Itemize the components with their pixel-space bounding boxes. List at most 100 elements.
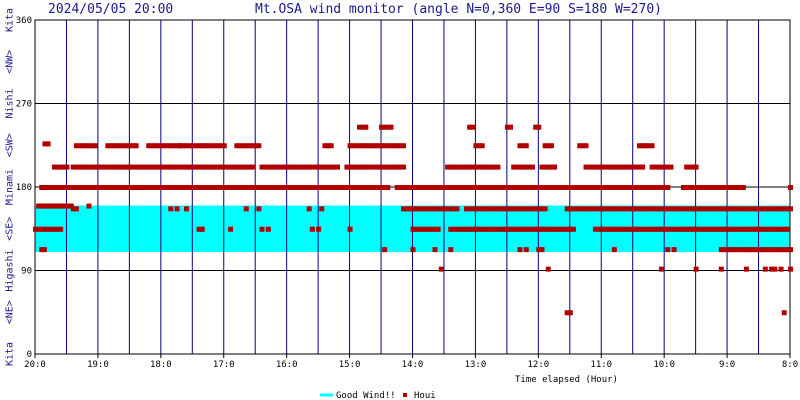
houi-point — [781, 226, 787, 232]
houi-point — [750, 206, 756, 212]
x-tick-label: 17:0 — [213, 360, 235, 370]
houi-point — [180, 143, 186, 149]
houi-point — [300, 185, 306, 190]
houi-point — [36, 203, 42, 209]
houi-point — [419, 206, 425, 212]
houi-point — [184, 206, 189, 212]
houi-point — [117, 185, 123, 190]
houi-point — [530, 226, 536, 232]
houi-point — [149, 164, 155, 170]
houi-point — [769, 266, 775, 272]
houi-point — [737, 206, 743, 212]
houi-point — [668, 164, 674, 170]
houi-point — [772, 226, 778, 232]
houi-point — [432, 185, 438, 190]
houi-point — [586, 206, 592, 212]
houi-point — [721, 185, 727, 190]
houi-point — [570, 226, 576, 232]
houi-point — [171, 143, 177, 149]
houi-point — [117, 143, 123, 149]
houi-point — [413, 185, 419, 190]
houi-point — [114, 143, 120, 149]
houi-point — [545, 185, 551, 190]
houi-point — [325, 143, 331, 149]
houi-point — [108, 185, 114, 190]
houi-point — [646, 185, 652, 190]
houi-point — [209, 143, 215, 149]
y-tick-label: 0 — [27, 350, 32, 360]
houi-point — [404, 206, 410, 212]
houi-point — [756, 206, 762, 212]
houi-point — [300, 164, 306, 170]
houi-point — [718, 206, 724, 212]
houi-point — [86, 185, 92, 190]
x-tick-label: 20:0 — [24, 360, 46, 370]
houi-point — [64, 164, 70, 170]
houi-point — [624, 164, 630, 170]
houi-point — [690, 185, 696, 190]
houi-point — [102, 164, 108, 170]
houi-point — [523, 185, 529, 190]
houi-point — [212, 185, 218, 190]
houi-point — [212, 143, 218, 149]
houi-point — [589, 164, 595, 170]
houi-point — [391, 164, 397, 170]
houi-point — [583, 143, 589, 149]
houi-point — [536, 124, 542, 130]
x-tick-label: 18:0 — [150, 360, 172, 370]
houi-point — [243, 206, 249, 212]
houi-point — [83, 185, 89, 190]
houi-point — [401, 164, 407, 170]
houi-point — [297, 164, 303, 170]
houi-point — [457, 226, 463, 232]
houi-point — [275, 164, 281, 170]
houi-point — [750, 247, 756, 253]
houi-point — [265, 185, 271, 190]
houi-point — [687, 226, 693, 232]
houi-point — [448, 247, 454, 253]
houi-point — [508, 226, 514, 232]
houi-point — [92, 143, 98, 149]
houi-point — [133, 164, 139, 170]
houi-point — [476, 206, 482, 212]
houi-point — [627, 206, 633, 212]
houi-point — [633, 206, 639, 212]
houi-point — [429, 206, 435, 212]
houi-point — [139, 185, 145, 190]
houi-point — [605, 185, 611, 190]
houi-point — [552, 164, 558, 170]
houi-point — [536, 226, 542, 232]
houi-point — [542, 185, 548, 190]
houi-point — [775, 226, 781, 232]
houi-point — [48, 226, 54, 232]
houi-point — [316, 185, 322, 190]
houi-point — [608, 164, 614, 170]
houi-point — [479, 143, 485, 149]
houi-point — [149, 143, 155, 149]
houi-point — [633, 226, 639, 232]
houi-point — [646, 226, 652, 232]
houi-point — [322, 185, 328, 190]
houi-point — [476, 164, 482, 170]
houi-point — [618, 164, 624, 170]
houi-point — [671, 247, 677, 253]
houi-point — [646, 206, 652, 212]
houi-point — [492, 185, 498, 190]
houi-point — [545, 226, 551, 232]
houi-point — [681, 185, 687, 190]
houi-point — [363, 124, 369, 130]
houi-point — [250, 143, 256, 149]
houi-point — [303, 164, 309, 170]
houi-point — [158, 185, 164, 190]
houi-point — [545, 164, 551, 170]
houi-point — [740, 185, 746, 190]
houi-point — [674, 226, 680, 232]
houi-point — [737, 185, 743, 190]
houi-point — [637, 206, 642, 212]
houi-point — [662, 185, 668, 190]
houi-point — [165, 185, 171, 190]
houi-point — [360, 143, 366, 149]
houi-point — [416, 185, 422, 190]
houi-point — [715, 185, 721, 190]
houi-point — [721, 247, 727, 253]
